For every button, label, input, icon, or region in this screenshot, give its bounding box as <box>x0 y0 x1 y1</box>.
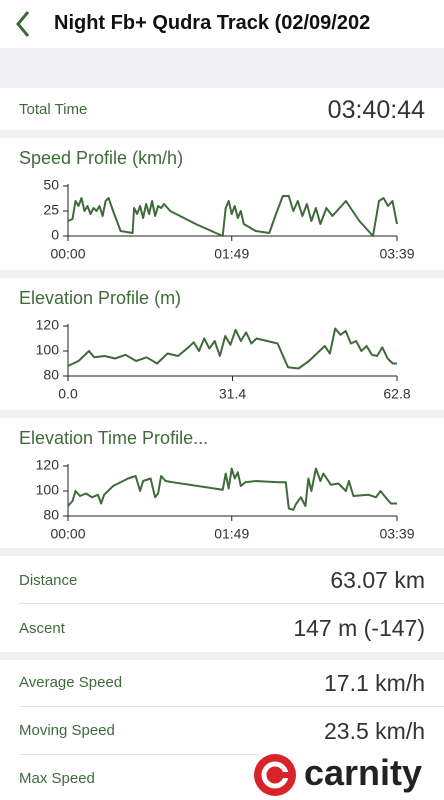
x-tick-label: 0.0 <box>58 386 78 402</box>
stat-label: Ascent <box>19 620 65 637</box>
chart: Elevation Profile (m) 80 100 120 0.0 31.4 62.8 <box>19 288 411 402</box>
watermark: carnity <box>250 750 444 800</box>
x-tick-label: 01:49 <box>214 246 249 262</box>
total-time-row: Total Time 03:40:44 <box>0 88 444 130</box>
chart: Elevation Time Profile... 80 100 120 00:00 01… <box>19 428 415 542</box>
x-tick-label: 01:49 <box>214 526 249 542</box>
y-tick-label: 120 <box>36 457 60 473</box>
x-tick-label: 00:00 <box>50 526 85 542</box>
y-tick-label: 80 <box>43 367 59 383</box>
y-tick-label: 25 <box>43 202 59 218</box>
page-title: Night Fb+ Qudra Track (02/09/202 <box>54 12 371 34</box>
y-tick-label: 100 <box>36 342 60 358</box>
stat-value: 63.07 km <box>330 567 425 593</box>
stat-value: 147 m (-147) <box>293 615 425 641</box>
y-tick-label: 100 <box>36 482 60 498</box>
chart-title: Elevation Time Profile... <box>19 428 208 448</box>
separator <box>19 603 444 604</box>
stat-value: 23.5 km/h <box>324 718 425 744</box>
y-tick-label: 80 <box>43 507 59 523</box>
stat-value: 17.1 km/h <box>324 670 425 696</box>
stat-label: Average Speed <box>19 674 123 691</box>
nav-bar: Night Fb+ Qudra Track (02/09/202 <box>0 0 444 48</box>
x-tick-label: 03:39 <box>379 526 414 542</box>
y-tick-label: 0 <box>51 227 59 243</box>
stat-label: Max Speed <box>19 770 95 787</box>
x-tick-label: 03:39 <box>379 246 414 262</box>
chart-title: Elevation Profile (m) <box>19 288 181 308</box>
stat-group: Distance 63.07 km Ascent 147 m (-147) <box>0 556 444 652</box>
chart-title: Speed Profile (km/h) <box>19 148 183 168</box>
chart-card: Speed Profile (km/h) 0 25 50 00:00 01:49 03:39 <box>0 138 444 270</box>
stat-label: Total Time <box>19 101 88 118</box>
line <box>67 467 397 511</box>
x-tick-label: 62.8 <box>383 386 410 402</box>
stat-label: Moving Speed <box>19 722 115 739</box>
x-tick-label: 31.4 <box>219 386 246 402</box>
y-tick-label: 50 <box>43 177 59 193</box>
chart-card: Elevation Time Profile... 80 100 120 00:00 01… <box>0 418 444 548</box>
chart: Speed Profile (km/h) 0 25 50 00:00 01:49 03:39 <box>19 148 415 262</box>
stat-label: Distance <box>19 572 78 589</box>
chart-card: Elevation Profile (m) 80 100 120 0.0 31.4 62.8 <box>0 278 444 410</box>
stat-value: 03:40:44 <box>327 96 425 124</box>
back-button[interactable] <box>8 0 38 48</box>
watermark-text: carnity <box>304 752 423 793</box>
separator <box>19 706 444 707</box>
line <box>67 327 397 370</box>
y-tick-label: 120 <box>36 317 60 333</box>
watermark-icon <box>254 754 296 796</box>
x-tick-label: 00:00 <box>50 246 85 262</box>
separator <box>19 754 444 755</box>
line <box>67 195 398 237</box>
